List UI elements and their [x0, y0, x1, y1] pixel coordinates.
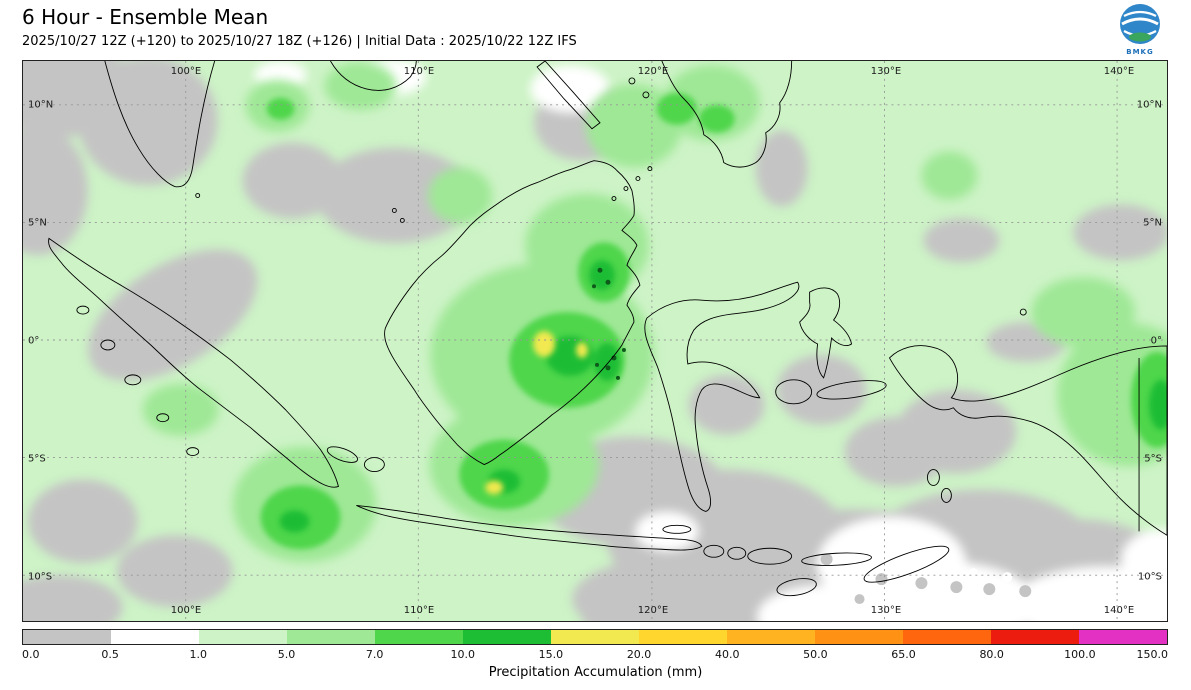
coast-flores — [801, 552, 872, 566]
dry-zone-speckles — [820, 551, 1032, 610]
colorbar-tick-label: 100.0 — [1064, 648, 1096, 661]
coast-seram — [816, 380, 887, 400]
colorbar-tick-label: 150.0 — [1136, 648, 1169, 661]
page-title: 6 Hour - Ensemble Mean — [22, 5, 269, 29]
coast-malay-peninsula — [104, 61, 216, 188]
colorbar-segments — [23, 630, 1167, 644]
colorbar-tick-label: 65.0 — [891, 648, 916, 661]
colorbar-tick-label: 20.0 — [626, 648, 652, 661]
coast-indochina — [330, 61, 417, 91]
coast-halmahera — [799, 287, 853, 379]
coast-singapore — [195, 193, 201, 198]
colorbar-segment — [551, 630, 639, 644]
colorbar — [22, 629, 1168, 645]
coast-buru — [775, 379, 813, 405]
precip-dark-speckles — [592, 267, 626, 380]
colorbar-ticks: 0.0 0.5 1.0 5.0 7.0 10.0 15.0 20.0 40.0 50.0 65.0 8… — [22, 648, 1168, 662]
colorbar-tick-label: 7.0 — [365, 648, 384, 661]
coast-sumbawa — [747, 547, 793, 565]
map-frame: 100°E 100°E 110°E 110°E 120°E 120°E 130°E 130°E… — [22, 60, 1168, 622]
colorbar-segment — [287, 630, 375, 644]
colorbar-tick-label: 15.0 — [538, 648, 564, 661]
coast-nias-chain — [76, 305, 90, 315]
colorbar-tick-label: 50.0 — [803, 648, 828, 661]
precip-15-20mm — [485, 331, 589, 495]
coast-java — [356, 504, 703, 551]
coast-sumatra — [48, 237, 339, 488]
colorbar-segment — [199, 630, 287, 644]
coast-mindanao — [661, 61, 793, 168]
colorbar-segment — [903, 630, 991, 644]
colorbar-segment — [463, 630, 551, 644]
coast-palawan — [536, 61, 601, 130]
coast-sumba — [776, 578, 817, 597]
coast-belitung — [363, 457, 385, 472]
coast-madura — [662, 524, 692, 534]
bmkg-logo-label: BMKG — [1126, 48, 1154, 56]
colorbar-segment — [727, 630, 815, 644]
bmkg-logo: BMKG — [1116, 3, 1164, 56]
coast-papua — [888, 345, 1167, 536]
coast-bangka — [326, 446, 359, 463]
colorbar-tick-label: 5.0 — [277, 648, 296, 661]
colorbar-tick-label: 1.0 — [189, 648, 208, 661]
coast-borneo — [384, 160, 641, 466]
coast-sulawesi — [644, 281, 800, 512]
gridlines — [23, 61, 1167, 621]
colorbar-segment — [639, 630, 727, 644]
coast-timor — [863, 545, 950, 583]
bmkg-logo-icon — [1120, 4, 1160, 44]
colorbar-segment — [23, 630, 111, 644]
page-subtitle: 2025/10/27 12Z (+120) to 2025/10/27 18Z … — [22, 34, 577, 49]
colorbar-caption: Precipitation Accumulation (mm) — [488, 665, 703, 680]
colorbar-segment — [1079, 630, 1167, 644]
colorbar-tick-label: 10.0 — [450, 648, 476, 661]
coast-lombok — [727, 546, 747, 560]
colorbar-tick-label: 0.5 — [101, 648, 119, 661]
coastlines — [48, 61, 1167, 597]
colorbar-segment — [815, 630, 903, 644]
colorbar-segment — [991, 630, 1079, 644]
colorbar-segment — [375, 630, 463, 644]
colorbar-segment — [111, 630, 199, 644]
colorbar-tick-label: 80.0 — [979, 648, 1004, 661]
colorbar-tick-label: 40.0 — [714, 648, 740, 661]
coast-bali — [703, 544, 725, 558]
colorbar-tick-label: 0.0 — [22, 648, 40, 661]
map-canvas — [23, 61, 1167, 621]
